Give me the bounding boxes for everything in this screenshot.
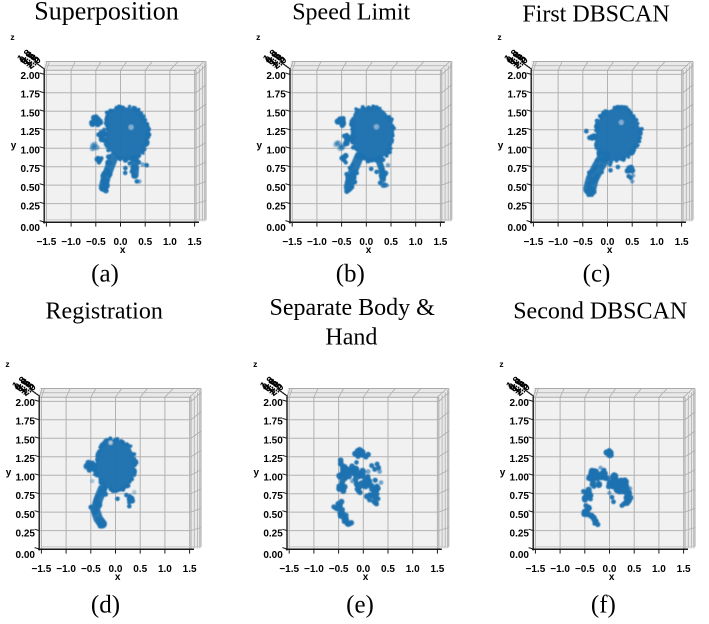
svg-text:(c): (c) — [583, 261, 611, 288]
svg-text:Hand: Hand — [325, 325, 377, 351]
svg-text:Second DBSCAN: Second DBSCAN — [513, 299, 687, 325]
svg-text:Registration: Registration — [46, 299, 163, 325]
svg-text:First DBSCAN: First DBSCAN — [522, 2, 669, 28]
svg-text:Superposition: Superposition — [34, 0, 178, 26]
svg-text:(e): (e) — [346, 592, 374, 619]
svg-text:(d): (d) — [91, 592, 120, 619]
svg-text:(a): (a) — [91, 261, 119, 288]
svg-text:Speed Limit: Speed Limit — [292, 0, 410, 26]
svg-text:Separate Body &: Separate Body & — [270, 295, 436, 321]
svg-text:(b): (b) — [336, 261, 365, 288]
svg-text:(f): (f) — [591, 592, 616, 619]
